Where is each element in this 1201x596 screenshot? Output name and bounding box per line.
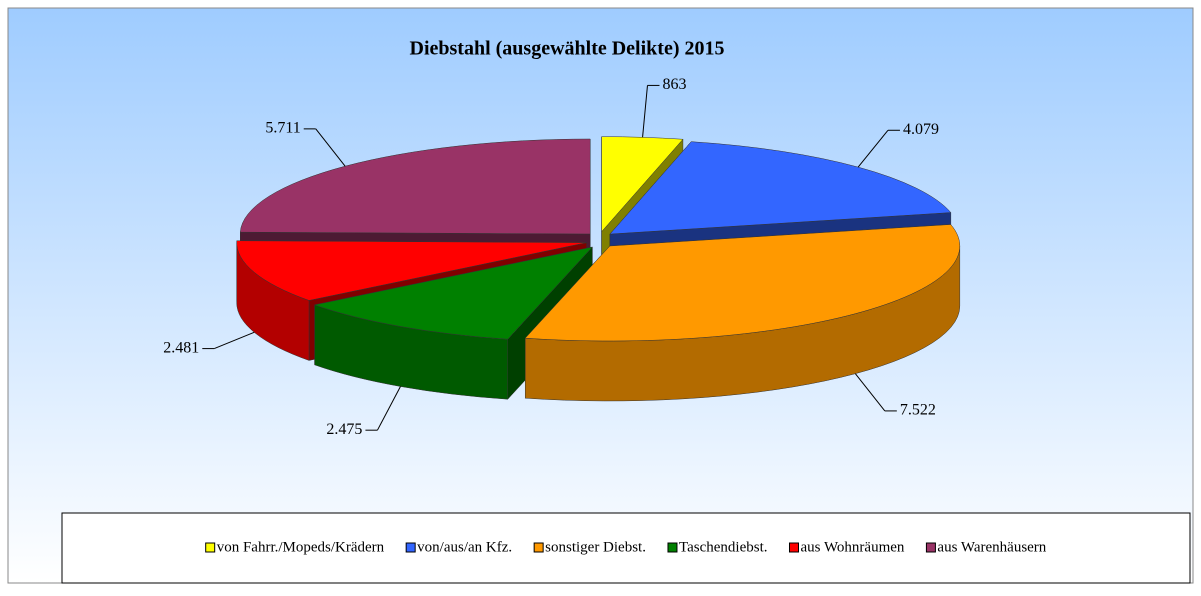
legend-swatch [788, 542, 799, 553]
legend-item: sonstiger Diebst. [533, 539, 646, 555]
legend-box [61, 512, 1191, 584]
leader-line [854, 373, 886, 412]
legend-swatch [925, 542, 936, 553]
pie-slice [524, 224, 961, 342]
legend-item: aus Wohnräumen [788, 539, 905, 555]
data-label: 7.522 [900, 402, 936, 419]
data-label: 2.481 [163, 339, 199, 356]
pie-slice [313, 246, 594, 340]
data-label: 4.079 [903, 121, 939, 138]
legend-label: von/aus/an Kfz. [417, 539, 512, 555]
legend-swatch [205, 542, 216, 553]
legend-item: Taschendiebst. [667, 539, 768, 555]
legend-label: aus Wohnräumen [800, 539, 904, 555]
leader-line [642, 85, 648, 138]
legend-swatch [533, 542, 544, 553]
legend-swatch [667, 542, 678, 553]
legend-label: aus Warenhäusern [937, 539, 1046, 555]
legend-label: Taschendiebst. [679, 539, 768, 555]
leader-line [857, 129, 889, 168]
pie-slice [236, 240, 587, 301]
legend-label: von Fahrr./Mopeds/Krädern [217, 539, 385, 555]
data-label: 2.475 [326, 421, 362, 438]
pie-slice [239, 138, 591, 235]
legend-item: von/aus/an Kfz. [405, 539, 512, 555]
legend-swatch [405, 542, 416, 553]
leader-line [315, 128, 346, 167]
data-label: 5.711 [265, 120, 300, 137]
pie-slice [601, 136, 684, 233]
leader-line [376, 386, 401, 431]
leader-line [214, 331, 255, 350]
legend-label: sonstiger Diebst. [545, 539, 646, 555]
legend-item: von Fahrr./Mopeds/Krädern [205, 539, 385, 555]
data-label: 863 [662, 76, 686, 93]
chart-title: Diebstahl (ausgewählte Delikte) 2015 [410, 38, 725, 60]
legend-item: aus Warenhäusern [925, 539, 1047, 555]
pie-slice [609, 141, 952, 235]
